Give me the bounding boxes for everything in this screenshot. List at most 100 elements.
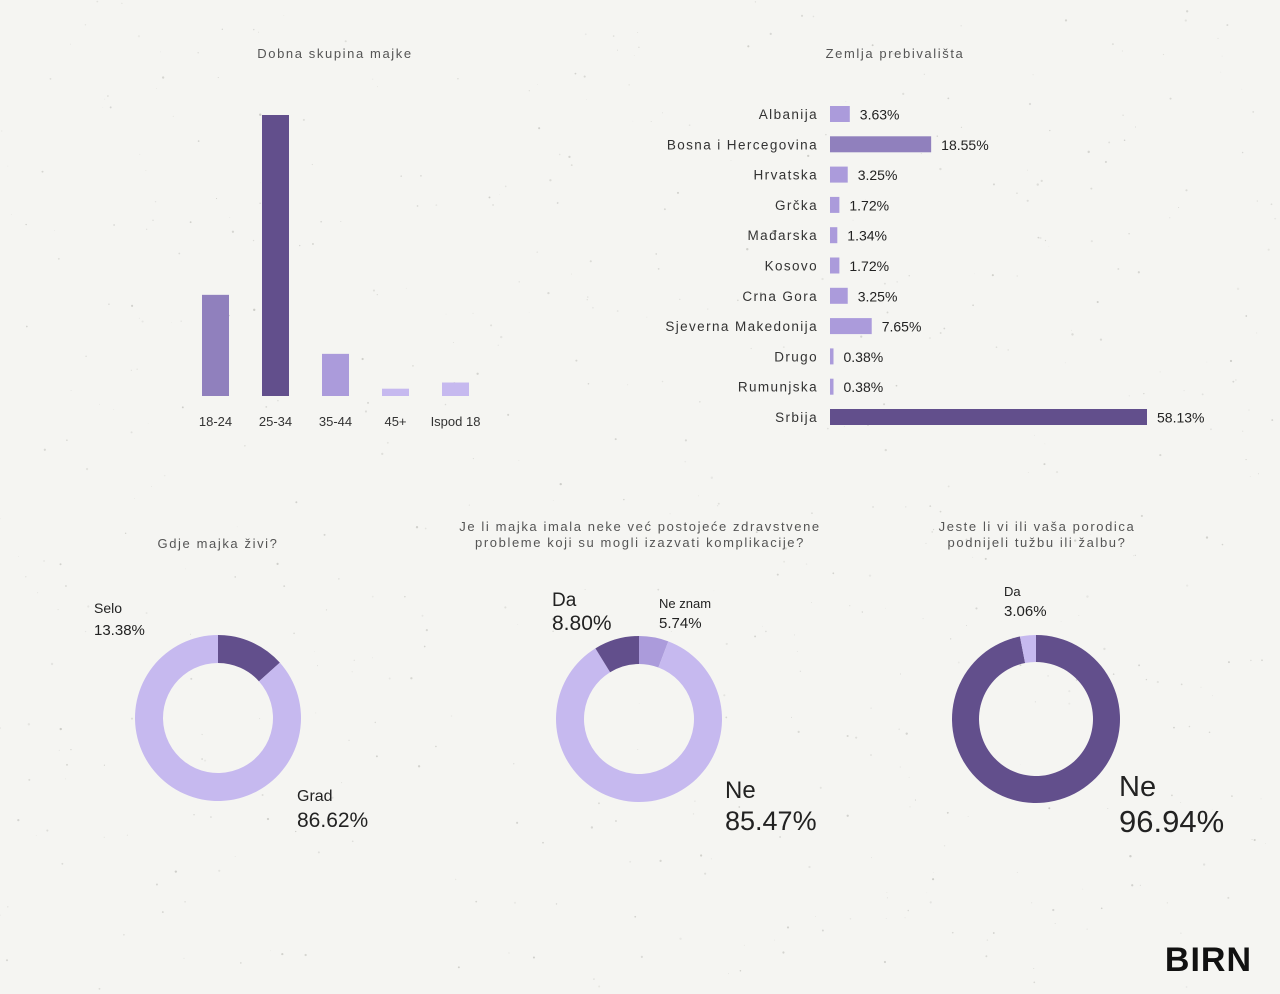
texture-dot [5, 959, 9, 962]
country-bar [830, 166, 848, 183]
texture-dot [174, 870, 178, 873]
texture-dot [184, 901, 186, 903]
texture-dot [1162, 53, 1165, 56]
texture-dot [782, 951, 785, 954]
texture-dot [50, 662, 54, 666]
texture-dot [769, 32, 772, 35]
texture-dot [99, 403, 100, 405]
country-label: Sjeverna Makedonija [665, 319, 818, 334]
texture-dot [628, 84, 630, 86]
texture-dot [710, 476, 714, 479]
country-bar [830, 227, 838, 244]
texture-dot [926, 892, 928, 894]
age-bar-chart: 18-24 25-34 35-44 45+ Ispod 18 [199, 115, 480, 429]
texture-dot [832, 572, 835, 575]
texture-dot [61, 862, 64, 865]
texture-dot [240, 962, 242, 964]
texture-dot [872, 506, 874, 508]
texture-dot [417, 765, 421, 768]
texture-dot [170, 322, 172, 323]
country-label: Bosna i Hercegovina [667, 137, 818, 152]
texture-dot [155, 883, 158, 886]
country-bar-chart: Albanija 3.63% Bosna i Hercegovina 18.55% Hr… [665, 106, 1204, 426]
texture-dot [1133, 555, 1135, 557]
texture-dot [221, 28, 223, 30]
texture-dot [17, 818, 20, 822]
texture-dot [598, 985, 601, 988]
country-bar [830, 318, 872, 335]
texture-dot [528, 90, 530, 92]
country-value-label: 7.65% [882, 319, 922, 335]
country-chart-title: Zemlja prebivališta [825, 46, 965, 61]
texture-dot [870, 707, 872, 709]
texture-dot [716, 505, 719, 507]
texture-dot [659, 859, 662, 862]
texture-dot [811, 512, 813, 514]
country-label: Rumunjska [738, 380, 818, 395]
texture-dot [304, 953, 307, 957]
texture-dot [633, 55, 635, 57]
texture-dot [552, 500, 554, 501]
texture-dot [972, 556, 974, 558]
slice-name-label: Ne [1119, 771, 1156, 803]
texture-dot [1131, 884, 1134, 887]
texture-dot [141, 320, 144, 323]
birn-logo: BIRN [1164, 941, 1252, 979]
texture-dot [218, 869, 221, 872]
texture-dot [783, 560, 785, 563]
texture-dot [849, 605, 851, 607]
texture-dot [575, 359, 578, 362]
texture-dot [37, 592, 39, 594]
texture-dot [1256, 200, 1258, 202]
texture-dot [612, 35, 615, 37]
texture-dot [583, 75, 586, 78]
age-tick-label: 18-24 [199, 414, 232, 429]
texture-dot [1086, 928, 1088, 930]
texture-dot [1227, 896, 1230, 899]
age-tick-label: 35-44 [319, 414, 352, 429]
texture-dot [154, 201, 157, 203]
texture-dot [57, 257, 60, 260]
donut-slice [134, 635, 301, 801]
texture-dot [616, 310, 619, 312]
texture-dot [786, 926, 790, 929]
texture-dot [281, 952, 284, 956]
texture-dot [85, 467, 89, 471]
donut-slice [218, 635, 280, 682]
texture-dot [161, 911, 164, 913]
texture-dot [344, 40, 347, 43]
country-value-label: 1.72% [849, 197, 889, 213]
texture-dot [904, 917, 906, 919]
texture-dot [404, 595, 406, 598]
texture-dot [929, 901, 932, 904]
country-value-label: 18.55% [941, 137, 988, 153]
country-label: Crna Gora [742, 289, 818, 304]
age-bar [202, 294, 229, 396]
texture-dot [49, 77, 52, 80]
texture-dot [70, 390, 72, 391]
texture-dot [7, 165, 9, 167]
country-value-label: 58.13% [1157, 410, 1204, 426]
donut-slice [556, 641, 722, 802]
texture-dot [808, 865, 811, 869]
texture-dot [26, 325, 28, 328]
texture-dot [415, 526, 419, 529]
texture-dot [1044, 443, 1046, 445]
texture-dot [257, 31, 259, 33]
texture-dot [1043, 463, 1046, 466]
texture-dot [508, 952, 510, 954]
slice-name-label: Ne znam [659, 596, 711, 611]
texture-dot [160, 51, 161, 53]
texture-dot [518, 281, 520, 283]
age-bar [442, 382, 469, 396]
texture-dot [113, 224, 115, 226]
texture-dot [868, 574, 872, 577]
texture-dot [183, 957, 185, 959]
country-label: Grčka [775, 198, 818, 213]
texture-dot [559, 482, 562, 486]
texture-dot [253, 28, 255, 31]
texture-dot [528, 312, 530, 313]
texture-dot [923, 73, 925, 75]
age-bar [322, 353, 349, 396]
slice-percent-label: 13.38% [94, 622, 145, 639]
